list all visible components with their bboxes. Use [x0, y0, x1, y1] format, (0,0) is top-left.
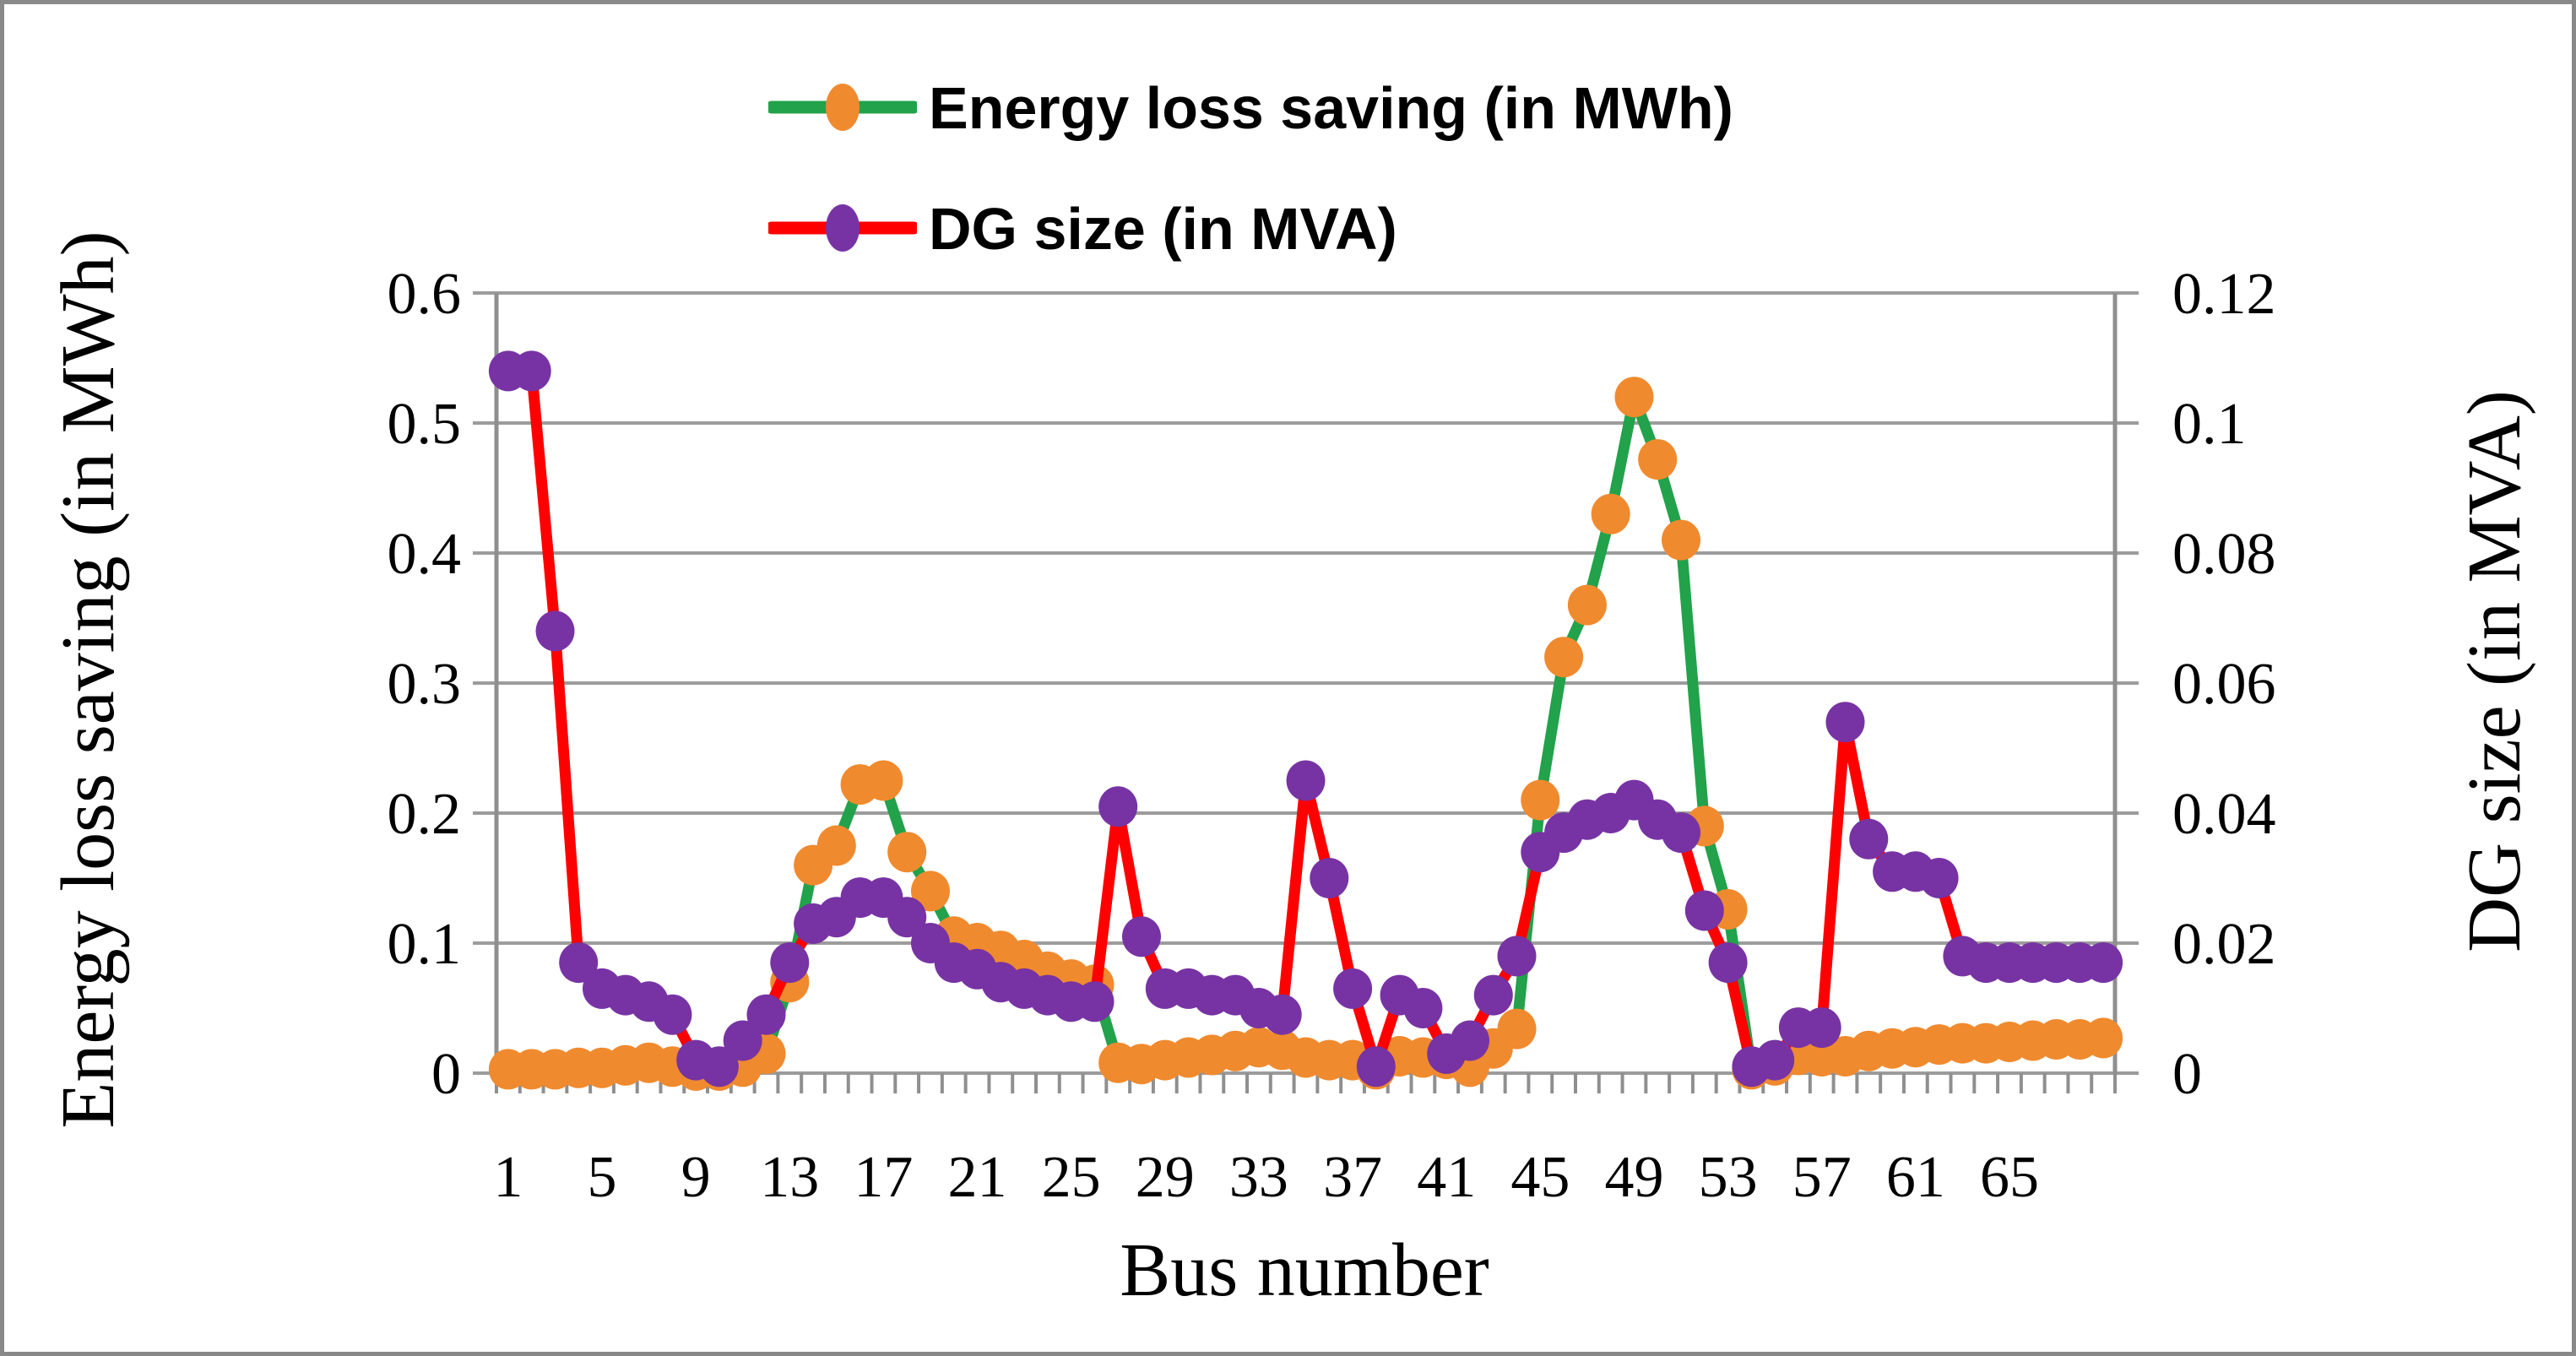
- chart-canvas: 0 0.1 0.2 0.3 0.4 0.5 0.6 0 0.02 0.04 0.06 0.08 0.1 0…: [388, 262, 2276, 1210]
- data-point-energy-bus-48: [1591, 493, 1630, 534]
- data-point-dg-bus-62: [1919, 858, 1959, 898]
- data-point-energy-bus-44: [1497, 1008, 1537, 1050]
- x-axis-tick-label: 1: [493, 1145, 523, 1210]
- data-point-energy-bus-47: [1567, 584, 1607, 626]
- data-point-energy-bus-69: [2084, 1017, 2123, 1059]
- data-point-dg-bus-42: [1451, 1020, 1489, 1061]
- legend-label-energy-loss-saving: Energy loss saving (in MWh): [929, 74, 1733, 141]
- y-axis-right-tick-label: 0.04: [2172, 782, 2276, 847]
- data-point-dg-bus-57: [1802, 1007, 1841, 1049]
- y-axis-left-tick-label: 0.1: [388, 912, 462, 977]
- data-point-dg-bus-69: [2084, 942, 2123, 984]
- legend-entry-energy-loss-saving: Energy loss saving (in MWh): [768, 63, 1733, 152]
- data-point-dg-bus-3: [535, 610, 575, 652]
- x-axis-tick-label: 61: [1886, 1145, 1945, 1210]
- legend-label-dg-size: DG size (in MVA): [929, 195, 1397, 262]
- x-axis-tick-label: 21: [948, 1145, 1007, 1210]
- data-point-dg-bus-8: [653, 994, 692, 1035]
- series-line-energy: [502, 391, 2109, 1077]
- x-axis-tick-label: 53: [1699, 1145, 1758, 1210]
- x-axis-tick-label: 45: [1510, 1145, 1570, 1210]
- data-point-energy-bus-17: [864, 760, 903, 801]
- data-point-dg-bus-27: [1098, 786, 1138, 827]
- x-axis-tick-label: 25: [1042, 1145, 1101, 1210]
- data-point-dg-bus-35: [1286, 760, 1326, 801]
- y-axis-title-right: DG size (in MVA): [2453, 390, 2536, 952]
- data-point-dg-bus-51: [1662, 812, 1700, 854]
- data-point-energy-bus-45: [1521, 779, 1560, 821]
- legend-entry-dg-size: DG size (in MVA): [768, 184, 1733, 273]
- data-point-dg-bus-4: [559, 942, 599, 984]
- data-point-dg-bus-59: [1849, 818, 1889, 860]
- data-point-energy-bus-18: [887, 832, 927, 873]
- y-axis-left-tick-label: 0.6: [388, 262, 462, 327]
- data-point-dg-bus-37: [1333, 968, 1373, 1009]
- legend-line-marker-energy-icon: [768, 84, 917, 131]
- data-point-dg-bus-10: [699, 1046, 739, 1088]
- x-axis-tick-label: 41: [1417, 1145, 1476, 1210]
- x-axis-tick-label: 5: [588, 1145, 617, 1210]
- data-point-dg-bus-26: [1075, 981, 1114, 1022]
- data-point-dg-bus-12: [746, 994, 786, 1035]
- x-axis-title: Bus number: [1120, 1229, 1489, 1312]
- y-axis-right-tick-label: 0.08: [2172, 522, 2276, 587]
- y-axis-right-tick-label: 0: [2172, 1042, 2202, 1107]
- data-point-dg-bus-13: [770, 942, 810, 984]
- legend-line-marker-dg-icon: [768, 204, 917, 252]
- data-point-dg-bus-34: [1262, 994, 1302, 1035]
- x-axis-tick-label: 17: [854, 1145, 913, 1210]
- data-point-energy-bus-50: [1638, 439, 1678, 480]
- data-point-dg-bus-52: [1684, 890, 1724, 931]
- x-axis-tick-label: 37: [1323, 1145, 1382, 1210]
- data-point-energy-bus-19: [911, 871, 950, 912]
- x-axis-tick-label: 13: [760, 1145, 819, 1210]
- y-axis-right-tick-label: 0.12: [2172, 262, 2276, 327]
- x-axis-tick-label: 33: [1229, 1145, 1288, 1210]
- y-axis-left-tick-label: 0.5: [388, 392, 462, 457]
- data-point-energy-bus-51: [1662, 519, 1700, 561]
- y-axis-right-tick-label: 0.1: [2172, 392, 2247, 457]
- data-point-dg-bus-58: [1825, 702, 1865, 743]
- data-point-dg-bus-55: [1755, 1039, 1795, 1081]
- data-point-dg-bus-18: [887, 897, 927, 938]
- x-axis-tick-label: 29: [1136, 1145, 1195, 1210]
- data-point-dg-bus-38: [1356, 1046, 1396, 1088]
- data-point-energy-bus-49: [1614, 377, 1654, 418]
- x-axis-tick-label: 57: [1792, 1145, 1852, 1210]
- data-point-dg-bus-40: [1403, 988, 1443, 1028]
- y-axis-right-tick-label: 0.06: [2172, 652, 2276, 717]
- y-axis-title-left: Energy loss saving (in MWh): [46, 231, 130, 1129]
- y-axis-right-tick-label: 0.02: [2172, 912, 2276, 977]
- data-point-dg-bus-28: [1122, 916, 1161, 957]
- data-point-energy-bus-46: [1544, 637, 1584, 678]
- data-point-dg-bus-43: [1473, 974, 1513, 1016]
- y-axis-left-tick-label: 0.2: [388, 782, 462, 847]
- x-axis-tick-label: 49: [1604, 1145, 1663, 1210]
- data-point-dg-bus-44: [1497, 936, 1537, 977]
- legend-marker: [826, 84, 860, 131]
- legend-marker: [826, 204, 860, 252]
- x-axis-tick-label: 65: [1980, 1145, 2039, 1210]
- y-axis-left-tick-label: 0: [431, 1042, 461, 1107]
- y-axis-left-tick-label: 0.3: [388, 652, 462, 717]
- data-point-dg-bus-53: [1708, 942, 1748, 984]
- chart-legend: Energy loss saving (in MWh) DG size (in …: [768, 63, 1733, 273]
- data-point-dg-bus-11: [723, 1020, 762, 1061]
- data-point-dg-bus-36: [1310, 858, 1349, 898]
- data-point-energy-bus-15: [816, 825, 856, 866]
- data-point-dg-bus-2: [512, 350, 551, 392]
- x-axis-tick-label: 9: [681, 1145, 711, 1210]
- y-axis-left-tick-label: 0.4: [388, 522, 462, 587]
